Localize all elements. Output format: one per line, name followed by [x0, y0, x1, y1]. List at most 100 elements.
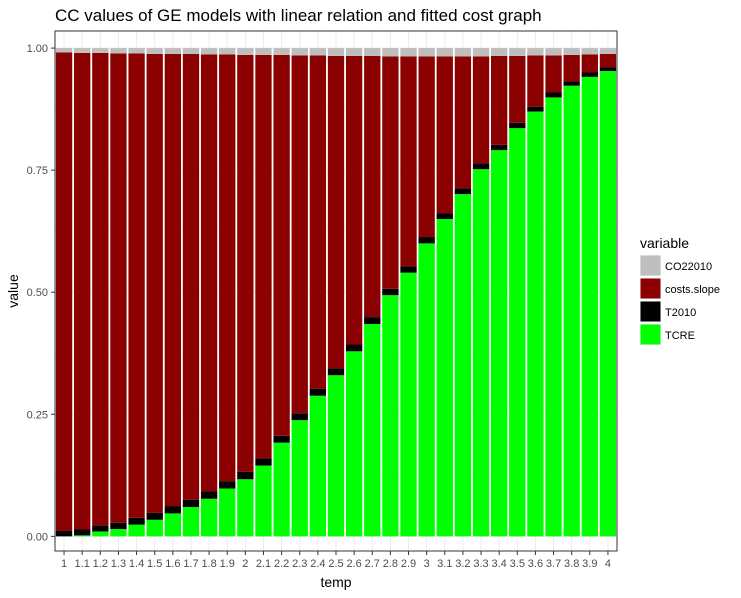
- x-axis: 1 1.1 1.2 1.3 1.4 1.5 1.6 1.7 1.8 1.9 2 2.1 2.2 2.3 2.…: [61, 551, 611, 570]
- x-tick-label: 2.3: [292, 558, 307, 570]
- legend-label: T2010: [665, 307, 696, 319]
- x-axis-title: temp: [320, 574, 351, 590]
- bar-t2010: [182, 499, 200, 508]
- bar-tcre: [472, 169, 490, 537]
- legend-swatch: [640, 301, 661, 322]
- x-tick-label: 3.7: [546, 558, 561, 570]
- bar-tcre: [200, 498, 218, 537]
- bar-co22010: [164, 48, 181, 54]
- bar-t2010: [345, 344, 363, 352]
- bar-tcre: [164, 513, 181, 537]
- bar-tcre: [237, 479, 254, 537]
- x-tick-label: 1.4: [129, 558, 144, 570]
- x-tick-label: 2.9: [401, 558, 416, 570]
- bar-co22010: [110, 48, 127, 54]
- bar-costs-slope: [563, 54, 580, 82]
- x-tick-label: 1.5: [147, 558, 162, 570]
- bar-co22010: [273, 48, 290, 55]
- legend-label: TCRE: [665, 330, 695, 342]
- bar-t2010: [599, 67, 617, 72]
- bar-costs-slope: [146, 53, 163, 513]
- bar-t2010: [255, 458, 272, 466]
- x-tick-label: 3.1: [437, 558, 452, 570]
- legend-swatch: [640, 278, 661, 299]
- bar-co22010: [418, 48, 435, 57]
- bar-tcre: [599, 71, 617, 537]
- bar-tcre: [491, 150, 508, 537]
- bar-costs-slope: [110, 53, 127, 523]
- bar-costs-slope: [255, 54, 272, 459]
- x-tick-label: 2.8: [383, 558, 398, 570]
- bar-t2010: [327, 368, 345, 376]
- bar-t2010: [382, 288, 399, 296]
- bar-t2010: [92, 525, 109, 532]
- bar-tcre: [345, 351, 363, 537]
- bar-t2010: [273, 435, 290, 443]
- bar-tcre: [364, 323, 381, 537]
- bar-costs-slope: [491, 55, 508, 145]
- bar-t2010: [436, 213, 453, 219]
- legend-title: variable: [640, 235, 689, 251]
- bar-co22010: [436, 48, 453, 57]
- bar-costs-slope: [237, 54, 254, 472]
- bar-co22010: [219, 48, 236, 55]
- bar-t2010: [400, 266, 417, 273]
- bar-t2010: [74, 529, 91, 536]
- bar-tcre: [128, 524, 145, 537]
- bar-costs-slope: [454, 56, 472, 189]
- bar-co22010: [400, 48, 417, 57]
- bar-tcre: [418, 243, 435, 537]
- x-tick-label: 1.9: [220, 558, 235, 570]
- bar-costs-slope: [182, 53, 200, 500]
- x-tick-label: 3.3: [473, 558, 488, 570]
- bar-t2010: [563, 81, 580, 86]
- bar-t2010: [364, 317, 381, 324]
- bar-costs-slope: [55, 52, 73, 531]
- bar-t2010: [454, 188, 472, 195]
- bar-costs-slope: [472, 56, 490, 164]
- legend: variable CO22010 costs.slope T2010 TCRE: [640, 235, 720, 345]
- bar-costs-slope: [527, 55, 544, 107]
- bar-co22010: [146, 48, 163, 54]
- bar-tcre: [545, 97, 562, 537]
- bar-co22010: [237, 48, 254, 55]
- chart-title: CC values of GE models with linear relat…: [55, 6, 542, 25]
- bar-co22010: [309, 48, 327, 56]
- bar-costs-slope: [382, 56, 399, 289]
- bar-t2010: [309, 388, 327, 396]
- bar-t2010: [545, 92, 562, 98]
- bar-costs-slope: [309, 55, 327, 389]
- bar-tcre: [273, 442, 290, 537]
- bar-tcre: [255, 465, 272, 537]
- x-tick-label: 3.5: [510, 558, 525, 570]
- bar-costs-slope: [74, 52, 91, 530]
- bar-costs-slope: [581, 54, 598, 73]
- bar-costs-slope: [327, 55, 345, 369]
- bar-co22010: [74, 48, 91, 53]
- bar-tcre: [527, 111, 544, 537]
- x-tick-label: 1.3: [111, 558, 126, 570]
- bar-co22010: [182, 48, 200, 54]
- bar-costs-slope: [436, 56, 453, 214]
- x-tick-label: 1.7: [183, 558, 198, 570]
- bar-tcre: [92, 531, 109, 537]
- y-tick-label: 1.00: [27, 43, 48, 55]
- bar-tcre: [146, 519, 163, 537]
- x-tick-label: 2.6: [346, 558, 361, 570]
- x-tick-label: 1.8: [201, 558, 216, 570]
- x-tick-label: 3.4: [492, 558, 507, 570]
- bar-co22010: [364, 48, 381, 56]
- bar-co22010: [472, 48, 490, 57]
- x-tick-label: 2.4: [310, 558, 325, 570]
- bar-tcre: [219, 488, 236, 537]
- legend-label: costs.slope: [665, 284, 720, 296]
- x-tick-label: 3.8: [564, 558, 579, 570]
- x-tick-label: 3.2: [455, 558, 470, 570]
- bar-t2010: [291, 413, 308, 421]
- bar-tcre: [509, 128, 526, 537]
- bar-t2010: [110, 522, 127, 530]
- bar-tcre: [436, 218, 453, 537]
- bar-tcre: [454, 194, 472, 537]
- bar-co22010: [599, 48, 617, 54]
